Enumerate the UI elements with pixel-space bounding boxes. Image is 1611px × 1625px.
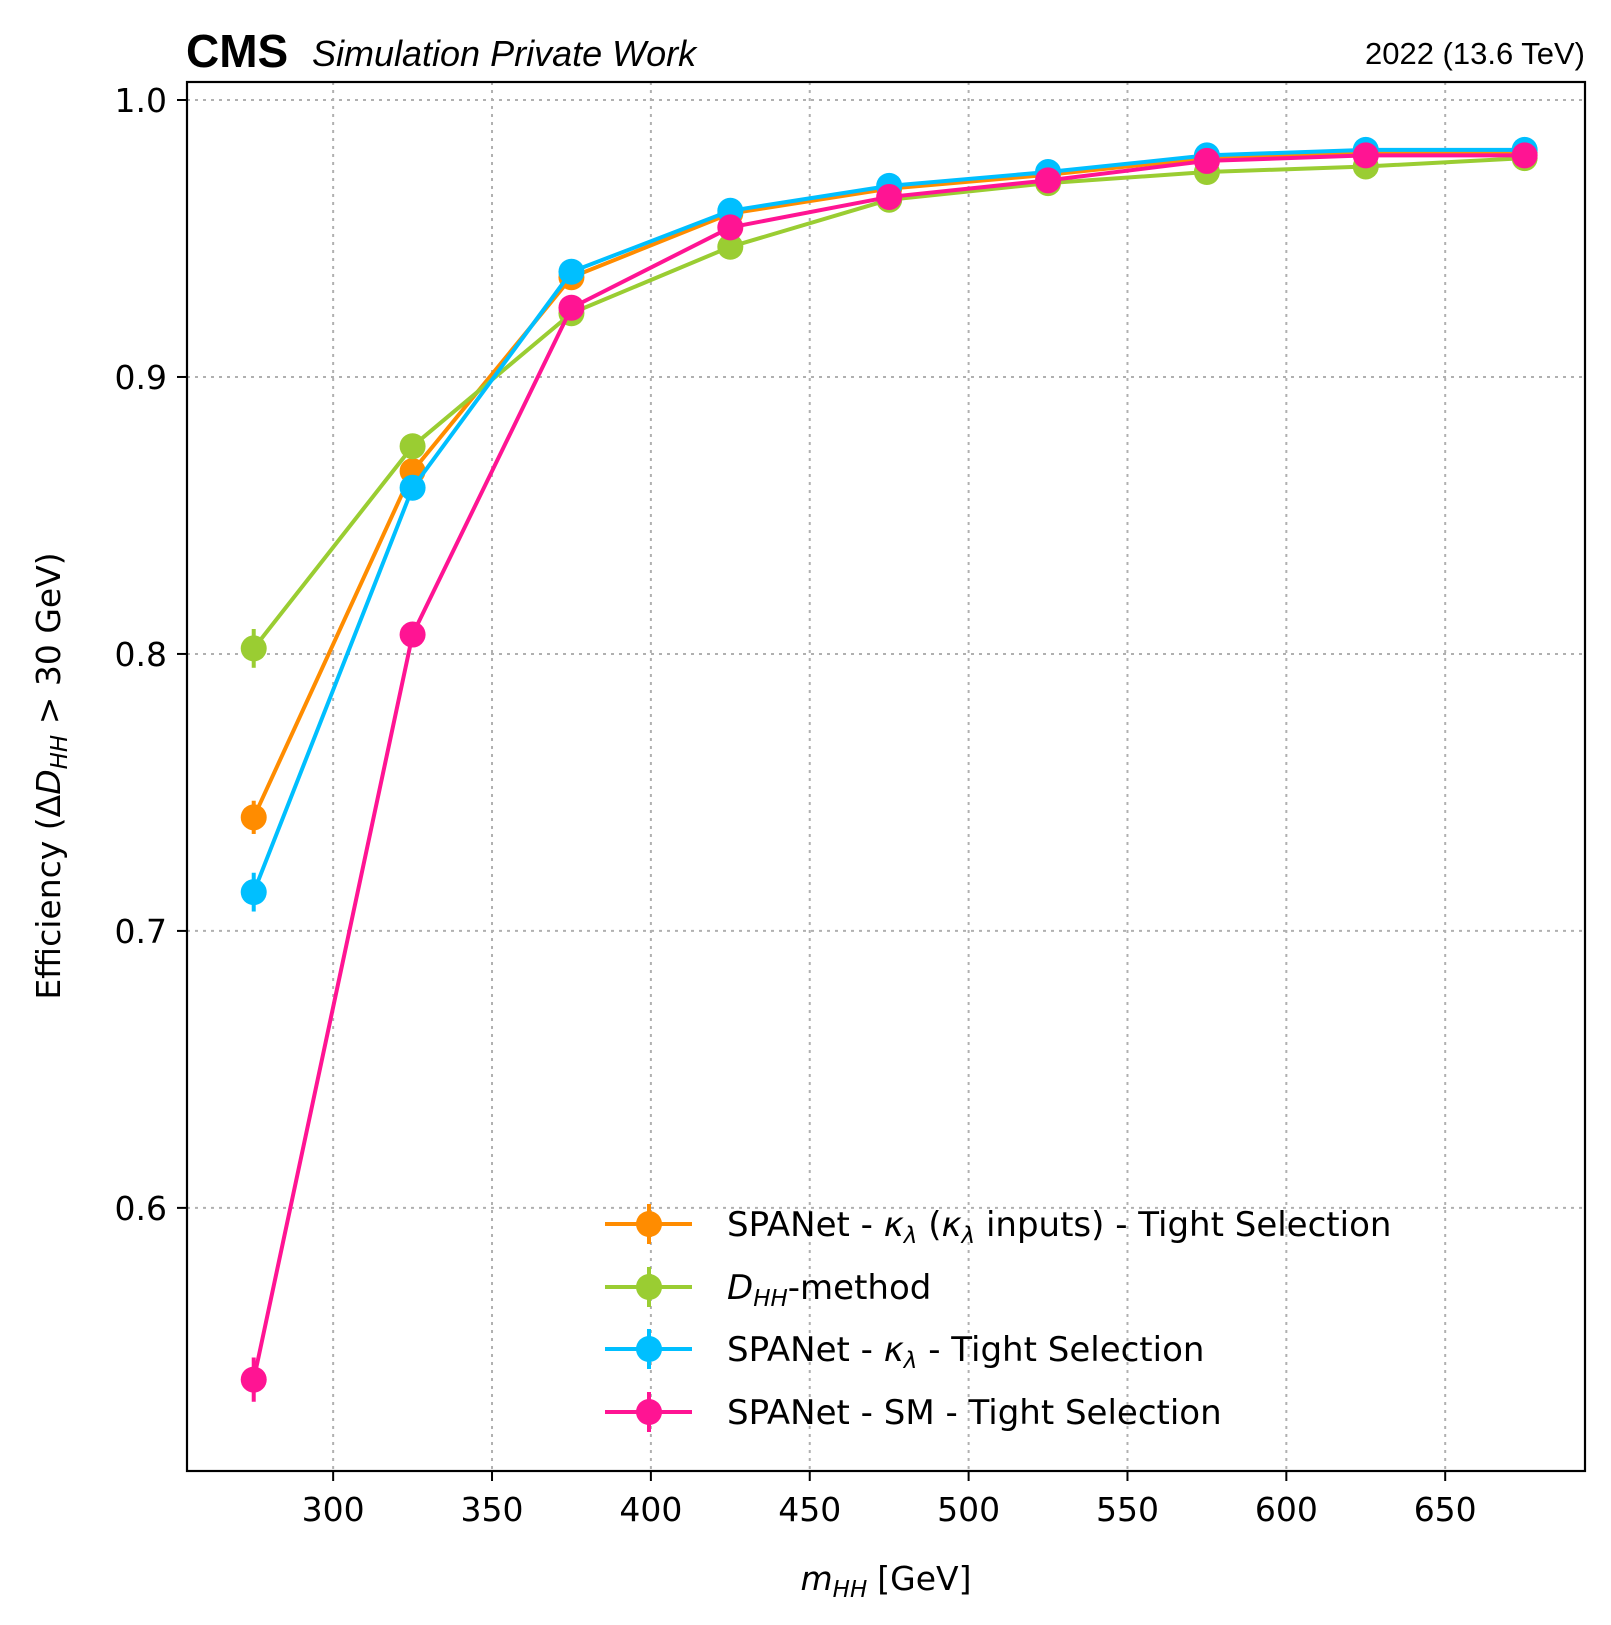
- x-tick-label: 350: [461, 1490, 524, 1529]
- series-layer: [240, 136, 1538, 1402]
- data-point: [717, 233, 744, 260]
- x-axis-label: mHH [GeV]: [801, 1559, 972, 1603]
- data-point: [399, 433, 426, 460]
- x-tick-label: 450: [778, 1490, 841, 1529]
- y-tick-label: 0.7: [115, 912, 167, 951]
- data-point: [240, 804, 267, 831]
- legend-swatch-marker: [636, 1336, 662, 1362]
- y-axis-label-post: > 30 GeV): [29, 552, 68, 734]
- legend-swatch-marker: [636, 1399, 662, 1425]
- y-axis-label-d: D: [29, 769, 68, 794]
- y-tick-label: 0.6: [115, 1189, 167, 1228]
- grid: [187, 82, 1585, 1471]
- series-line: [251, 153, 1525, 1381]
- y-tick-label: 0.9: [115, 358, 167, 397]
- lumi-label: 2022 (13.6 TeV): [1365, 36, 1585, 71]
- x-axis-label-main: m: [801, 1559, 833, 1598]
- series-2: [240, 136, 1538, 912]
- legend-label-dhh: DHH-method: [727, 1268, 931, 1312]
- series-line: [251, 147, 1525, 893]
- data-point: [1193, 147, 1220, 174]
- x-axis-label-sub: HH: [833, 1577, 868, 1603]
- legend-item-kl-inputs: SPANet - κλ (κλ inputs) - Tight Selectio…: [605, 1204, 1391, 1249]
- y-tick-label: 1.0: [115, 81, 167, 120]
- data-point: [240, 635, 267, 662]
- status-label: Simulation Private Work: [312, 33, 698, 74]
- legend: SPANet - κλ (κλ inputs) - Tight Selectio…: [605, 1204, 1391, 1433]
- data-point: [717, 214, 744, 241]
- series-line: [252, 156, 1525, 650]
- legend-item-dhh: DHH-method: [605, 1267, 931, 1312]
- x-tick-label: 550: [1096, 1490, 1159, 1529]
- data-point: [558, 294, 585, 321]
- plot-frame: [185, 80, 1587, 1473]
- y-tick-label: 0.8: [115, 635, 167, 674]
- data-point: [240, 1366, 267, 1393]
- series-3: [240, 142, 1538, 1402]
- data-point: [1035, 167, 1062, 194]
- legend-item-sm: SPANet - SM - Tight Selection: [605, 1392, 1222, 1433]
- data-point: [1511, 142, 1538, 169]
- x-tick-label: 300: [302, 1490, 365, 1529]
- x-tick-label: 650: [1414, 1490, 1477, 1529]
- legend-swatch-marker: [636, 1274, 662, 1300]
- y-axis-label-pre: Efficiency (: [29, 817, 68, 999]
- series-line: [251, 150, 1525, 819]
- data-point: [1352, 142, 1379, 169]
- data-point: [876, 183, 903, 210]
- x-tick-label: 500: [937, 1490, 1000, 1529]
- y-axis-label: Efficiency (ΔDHH > 30 GeV): [29, 552, 73, 999]
- y-axis-label-sub: HH: [47, 735, 73, 770]
- x-tick-label: 600: [1255, 1490, 1318, 1529]
- x-axis-label-unit: [GeV]: [877, 1559, 971, 1598]
- experiment-label: CMS: [186, 25, 288, 77]
- ticks: 300 350 400 450 500 550 600 650 0.6 0.7 0.8 0.9 1.0: [115, 81, 1477, 1529]
- series-0: [240, 139, 1538, 834]
- legend-swatch-marker: [636, 1211, 662, 1237]
- data-point: [399, 474, 426, 501]
- data-point: [399, 621, 426, 648]
- data-point: [558, 258, 585, 285]
- x-tick-label: 400: [619, 1490, 682, 1529]
- legend-item-kl: SPANet - κλ - Tight Selection: [605, 1329, 1204, 1374]
- data-point: [240, 879, 267, 906]
- legend-label-sm: SPANet - SM - Tight Selection: [727, 1393, 1222, 1433]
- y-axis-label-delta: Δ: [29, 794, 68, 817]
- legend-label-kl: SPANet - κλ - Tight Selection: [727, 1330, 1204, 1374]
- legend-label-kl-inputs: SPANet - κλ (κλ inputs) - Tight Selectio…: [727, 1205, 1391, 1249]
